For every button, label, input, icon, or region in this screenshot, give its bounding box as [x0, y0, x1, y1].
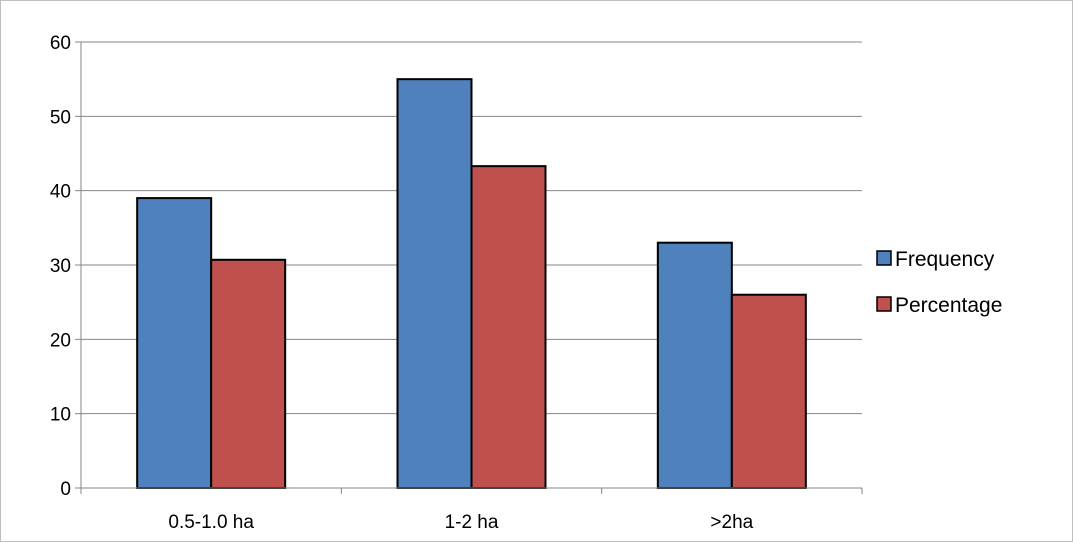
bar-frequency — [396, 78, 473, 490]
y-tick-labels: 0 10 20 30 40 50 60 — [50, 33, 71, 500]
bar-frequency — [656, 241, 733, 489]
bar-percentage — [210, 258, 287, 489]
x-tick-label: 1-2 ha — [445, 512, 499, 533]
y-tick-label: 60 — [50, 33, 71, 54]
bars — [136, 78, 807, 490]
bar-percentage — [470, 165, 547, 490]
y-tick-label: 0 — [60, 479, 71, 500]
legend-swatch-frequency — [876, 250, 892, 266]
x-tick-label: >2ha — [710, 512, 753, 533]
x-tick-label: 0.5-1.0 ha — [168, 512, 254, 533]
bar-frequency — [136, 197, 213, 489]
bar-percentage — [730, 293, 807, 489]
legend-swatch-percentage — [876, 296, 892, 312]
legend-label-frequency: Frequency — [895, 248, 995, 271]
y-tick-label: 30 — [50, 256, 71, 277]
y-tick-label: 10 — [50, 405, 71, 426]
legend: Frequency Percentage — [876, 248, 1002, 317]
y-tick-label: 20 — [50, 330, 71, 351]
legend-label-percentage: Percentage — [895, 294, 1002, 317]
x-tick-labels: 0.5-1.0 ha 1-2 ha >2ha — [168, 512, 753, 533]
axes — [75, 41, 863, 494]
y-tick-label: 40 — [50, 182, 71, 203]
y-tick-label: 50 — [50, 107, 71, 128]
